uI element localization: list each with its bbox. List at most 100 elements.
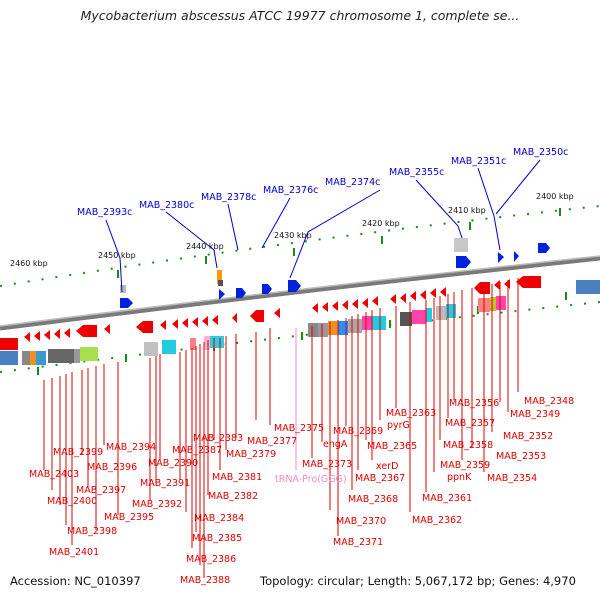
gene-arrow [262,284,272,294]
gene-arrow [0,338,18,350]
bottom-callout-lines [43,278,519,578]
gene-label-bottom: MAB_2397 [76,485,126,496]
gene-label-bottom: MAB_2353 [496,451,546,462]
gene-arrow [390,294,396,304]
gene-arrow [219,289,225,300]
gene-label-bottom: MAB_2354 [487,473,537,484]
gene-label-top: MAB_2374c [325,177,380,188]
gene-label-bottom: MAB_2390 [148,458,198,469]
gene-label-top: MAB_2378c [201,192,256,203]
gene-label-bottom: MAB_2400 [47,496,97,507]
forward-genes [120,243,550,308]
upper-tick-track [0,205,600,287]
gene-label-bottom: MAB_2392 [132,499,182,510]
gene-arrow [24,332,30,342]
gene-block [162,340,176,354]
gene-block [412,310,426,324]
gene-arrow [494,280,500,290]
gene-label-bottom: MAB_2396 [87,462,137,473]
gene-label-bottom: MAB_2395 [104,512,154,523]
gene-block [80,347,98,361]
gene-label-bottom: MAB_2362 [412,515,462,526]
gene-label-bottom: MAB_2365 [367,441,417,452]
gene-arrow [456,256,471,268]
gene-arrow [182,318,188,328]
gene-arrow [236,288,246,298]
gene-label-bottom: MAB_2352 [503,431,553,442]
gene-arrow [498,252,504,263]
gene-arrow [76,325,97,337]
gene-block [576,280,600,294]
gene-label-top: MAB_2380c [139,200,194,211]
gene-arrow [250,310,264,322]
gene-label-bottom: MAB_2370 [336,516,386,527]
gene-label-bottom: MAB_2387 [172,445,222,456]
gene-block [436,306,446,320]
gene-arrow [372,296,378,306]
gene-block [308,323,318,337]
gene-arrow [342,300,348,310]
gene-label-bottom: MAB_2377 [247,436,297,447]
gene-arrow [172,319,178,329]
gene-block [426,308,432,322]
gene-arrow [312,303,318,313]
reverse-genes [0,276,541,350]
gene-label-bottom: MAB_2391 [140,478,190,489]
gene-arrow [430,288,436,298]
feature-blocks [0,280,600,365]
gene-arrow [516,276,541,288]
gene-arrow [440,287,446,297]
gene-arrow [202,316,208,326]
gene-label-bottom: MAB_2386 [186,554,236,565]
gene-block [490,297,496,311]
gene-label-bottom: MAB_2358 [443,440,493,451]
gene-arrow [274,308,280,318]
gene-block [454,238,468,252]
gene-label-bottom: MAB_2394 [106,442,156,453]
gene-block [446,304,456,318]
gene-arrow [288,280,301,292]
gene-arrow [232,313,237,323]
top-callout-lines [105,159,541,293]
gene-arrow [160,320,166,330]
gene-arrow [212,315,218,325]
gene-arrow [322,302,328,312]
gene-label-bottom: MAB_2381 [212,472,262,483]
gene-label-bottom: MAB_2371 [333,537,383,548]
gene-arrow [332,301,338,311]
gene-arrow [474,282,490,294]
gene-label-bottom: MAB_2388 [180,575,230,586]
gene-label-bottom: MAB_2348 [524,396,574,407]
gene-arrow [504,279,510,289]
gene-label-bottom: MAB_2373 [302,459,352,470]
gene-arrow [420,290,426,300]
gene-block [48,349,74,363]
gene-arrow [136,321,153,333]
gene-label-bottom: MAB_2363 [386,408,436,419]
genome-backbone [0,255,600,331]
topology-text: Topology: circular; Length: 5,067,172 bp… [260,574,576,588]
gene-arrow [64,328,70,338]
gene-label-bottom: MAB_2379 [226,449,276,460]
gene-label-top: MAB_2350c [513,147,568,158]
gene-label-top: MAB_2393c [77,207,132,218]
gene-block [372,316,386,330]
gene-arrow [410,291,416,301]
gene-label-bottom: MAB_2385 [192,533,242,544]
scale-label: 2440 kbp [186,242,224,251]
gene-block [74,349,80,363]
gene-arrow [44,330,50,340]
gene-arrow [54,329,60,339]
gene-block [22,351,30,365]
scale-label: 2400 kbp [536,192,574,201]
gene-block [120,285,126,293]
gene-label-bottom: pyrG [387,420,410,431]
gene-label-bottom: MAB_2361 [422,493,472,504]
gene-block [318,323,328,337]
gene-label-bottom: MAB_2375 [274,423,324,434]
gene-block [400,312,412,326]
gene-label-bottom: MAB_2398 [67,526,117,537]
scale-label: 2420 kbp [362,219,400,228]
gene-block [218,280,223,286]
